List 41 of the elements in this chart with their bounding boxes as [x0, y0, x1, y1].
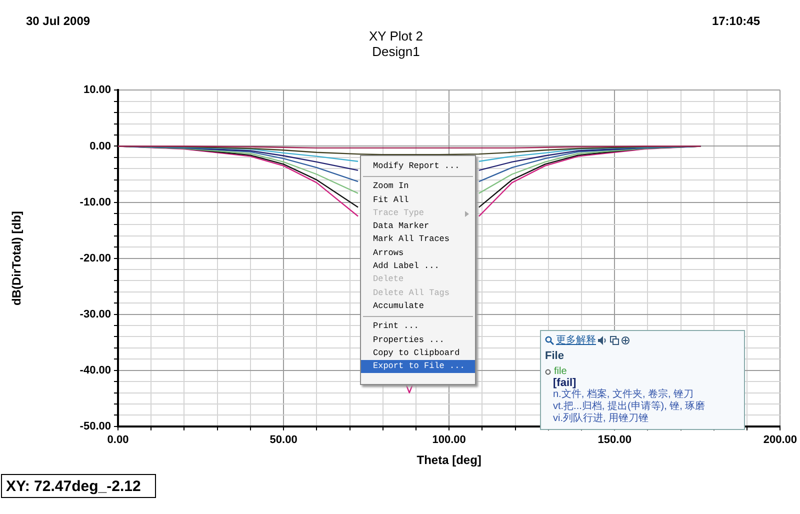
annotation: Properties ...	[372, 334, 446, 347]
x-axis-title: Theta [deg]	[416, 453, 482, 468]
annotation: Data Marker	[372, 220, 430, 234]
x-tick-label: 50.00	[270, 434, 298, 446]
annotation: Zoom In	[372, 180, 410, 194]
annotation: 更多解释	[556, 334, 596, 347]
x-tick-label: 150.00	[598, 434, 632, 446]
y-tick-label: 10.00	[83, 84, 111, 96]
chart-title: XY Plot 2	[369, 28, 423, 44]
x-tick-label: 200.00	[763, 434, 798, 446]
annotation: Add Label ...	[372, 260, 440, 274]
y-tick-label: -30.00	[80, 308, 111, 320]
text: XY: 72.47deg_-2.12	[1, 474, 156, 498]
y-tick-label: -40.00	[80, 364, 111, 376]
annotation: file	[554, 366, 567, 377]
y-tick-label: 0.00	[90, 140, 111, 152]
chart-subtitle: Design1	[372, 44, 420, 59]
annotation: vi.列队行进, 用锉刀锉	[552, 413, 650, 425]
annotation: Mark All Traces	[372, 233, 451, 246]
annotation: Print ...	[372, 320, 420, 334]
annotation: Modify Report ...	[372, 160, 461, 173]
y-tick-label: -20.00	[80, 252, 111, 264]
annotation: Arrows	[372, 246, 405, 260]
annotation: vt.把...归档, 提出(申请等), 锉, 琢磨	[552, 401, 706, 412]
x-tick-label: 0.00	[107, 434, 129, 446]
annotation: Delete All Tags	[372, 286, 451, 300]
text: 30 Jul 2009	[26, 14, 90, 28]
annotation: n.文件, 档案, 文件夹, 卷宗, 锉刀	[552, 389, 695, 400]
annotation: Accumulate	[372, 300, 426, 313]
annotation: Trace Type	[372, 206, 426, 220]
x-tick-label: 100.00	[432, 434, 466, 446]
annotation: File	[545, 350, 565, 362]
text: 17:10:45	[712, 14, 760, 28]
y-axis-title: dB(DirTotal) [db]	[10, 211, 24, 306]
y-tick-label: -10.00	[80, 196, 111, 208]
annotation: [fail]	[552, 377, 578, 389]
annotation: Copy to Clipboard	[372, 346, 461, 360]
annotation: Export to File ...	[361, 360, 475, 374]
annotation: Fit All	[372, 194, 410, 207]
y-tick-label: -50.00	[80, 420, 111, 432]
annotation: Delete	[372, 273, 405, 286]
